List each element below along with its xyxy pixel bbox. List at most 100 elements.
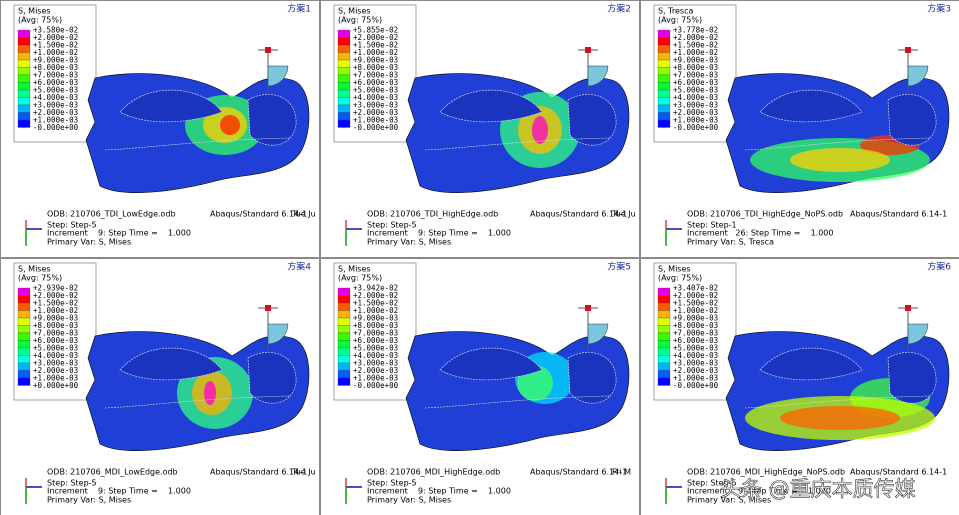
legend-label: -0.000e+00: [353, 381, 399, 390]
load-fan: [267, 323, 289, 345]
model-cavity: [247, 352, 297, 404]
legend-label: +4.000e-03: [673, 93, 718, 102]
legend-swatch: [17, 317, 31, 326]
legend-label: +3.000e-03: [353, 359, 398, 368]
legend-label: +9.000e-03: [673, 314, 718, 323]
legend-label: +1.500e-02: [673, 41, 718, 50]
legend-swatch: [337, 89, 351, 98]
legend-label: +3.942e-02: [353, 284, 398, 293]
legend-label: +1.000e-03: [353, 374, 398, 383]
model-seam: [424, 395, 611, 409]
legend-label: +8.000e-03: [673, 321, 718, 330]
odb-name: ODB: 210706_TDI_LowEdge.odb: [47, 210, 176, 219]
stress-region: [220, 115, 240, 135]
solver: Abaqus/Standard 6.14-1: [850, 210, 947, 219]
increment: Increment 26: Step Time = 1.000: [687, 229, 834, 238]
legend-swatch: [17, 377, 31, 386]
legend-label: +6.000e-03: [353, 78, 398, 87]
legend-label: +8.000e-03: [673, 63, 718, 72]
solver: Abaqus/Standard 6.14-1: [210, 468, 307, 477]
legend-label: +1.500e-02: [33, 299, 78, 308]
legend-label: +7.000e-03: [673, 329, 718, 338]
date: Tue Ju: [291, 468, 316, 477]
legend-swatch: [657, 377, 671, 386]
model-cavity: [887, 352, 937, 404]
legend-box: [13, 4, 97, 143]
legend-swatch: [657, 355, 671, 364]
legend-label: +1.000e-02: [33, 306, 78, 315]
legend-label: +1.500e-02: [353, 41, 398, 50]
legend-swatch: [337, 310, 351, 319]
solver: Abaqus/Standard 6.14-1: [530, 468, 627, 477]
legend-swatch: [657, 104, 671, 113]
legend-swatch: [17, 355, 31, 364]
legend-label: +7.000e-03: [33, 71, 78, 80]
legend-label: +7.000e-03: [353, 71, 398, 80]
stress-region: [204, 381, 216, 405]
legend-label: +2.000e-02: [33, 291, 78, 300]
legend-label: +2.000e-03: [353, 108, 398, 117]
legend-label: +2.000e-02: [353, 33, 398, 42]
legend-swatch: [17, 82, 31, 91]
load-point: [265, 305, 271, 311]
legend-swatch: [337, 59, 351, 68]
primary-var: Primary Var: S, Mises: [367, 496, 451, 505]
primary-var: Primary Var: S, Mises: [47, 238, 131, 247]
panel-title: 方案3: [927, 3, 951, 15]
legend-swatch: [657, 37, 671, 46]
model-cavity: [247, 94, 297, 146]
legend-averaging: (Avg: 75%): [338, 274, 382, 283]
legend-swatch: [17, 302, 31, 311]
legend-label: +3.000e-03: [673, 359, 718, 368]
load-fan: [907, 65, 929, 87]
increment: Increment 9: Step Time = 1.000: [687, 487, 831, 496]
legend-label: +2.000e-03: [673, 108, 718, 117]
legend-swatch: [657, 97, 671, 106]
legend-label: +1.000e-03: [33, 116, 78, 125]
model-cavity: [119, 347, 223, 381]
watermark: 头条 @重庆本质传媒: [720, 477, 916, 501]
legend-label: +1.000e-03: [673, 374, 718, 383]
primary-var: Primary Var: S, Tresca: [687, 238, 774, 247]
legend-swatch: [17, 29, 31, 38]
legend-label: +1.000e-02: [673, 48, 718, 57]
legend-swatch: [337, 37, 351, 46]
increment: Increment 9: Step Time = 1.000: [367, 487, 511, 496]
legend-label: +3.000e-03: [353, 101, 398, 110]
legend-label: +5.000e-03: [33, 86, 78, 95]
model-cavity: [759, 347, 863, 381]
legend-label: +9.000e-03: [353, 314, 398, 323]
panel-title: 方案6: [927, 261, 951, 273]
legend-swatch: [657, 52, 671, 61]
legend-label: +5.000e-03: [673, 344, 718, 353]
stress-region: [532, 116, 548, 144]
legend-label: +3.407e-02: [673, 284, 718, 293]
panel-title: 方案2: [607, 3, 631, 15]
legend-swatch: [17, 74, 31, 83]
legend-label: +8.000e-03: [33, 63, 78, 72]
legend-label: +4.000e-03: [673, 351, 718, 360]
odb-name: ODB: 210706_MDI_HighEdge.odb: [367, 468, 500, 477]
load-point: [905, 305, 911, 311]
legend-swatch: [17, 104, 31, 113]
legend-label: +5.000e-03: [673, 86, 718, 95]
legend-swatch: [337, 295, 351, 304]
model-cavity: [567, 352, 617, 404]
legend-swatch: [337, 74, 351, 83]
legend-swatch: [17, 59, 31, 68]
legend-label: +2.000e-03: [33, 108, 78, 117]
stress-region: [780, 406, 900, 430]
legend-averaging: (Avg: 75%): [18, 16, 62, 25]
legend-label: +1.000e-02: [353, 48, 398, 57]
legend-swatch: [657, 362, 671, 371]
load-fan: [587, 65, 609, 87]
legend-averaging: (Avg: 75%): [18, 274, 62, 283]
legend-swatch: [17, 97, 31, 106]
load-fan: [907, 323, 929, 345]
legend-label: +1.000e-03: [673, 116, 718, 125]
legend-swatch: [657, 112, 671, 121]
